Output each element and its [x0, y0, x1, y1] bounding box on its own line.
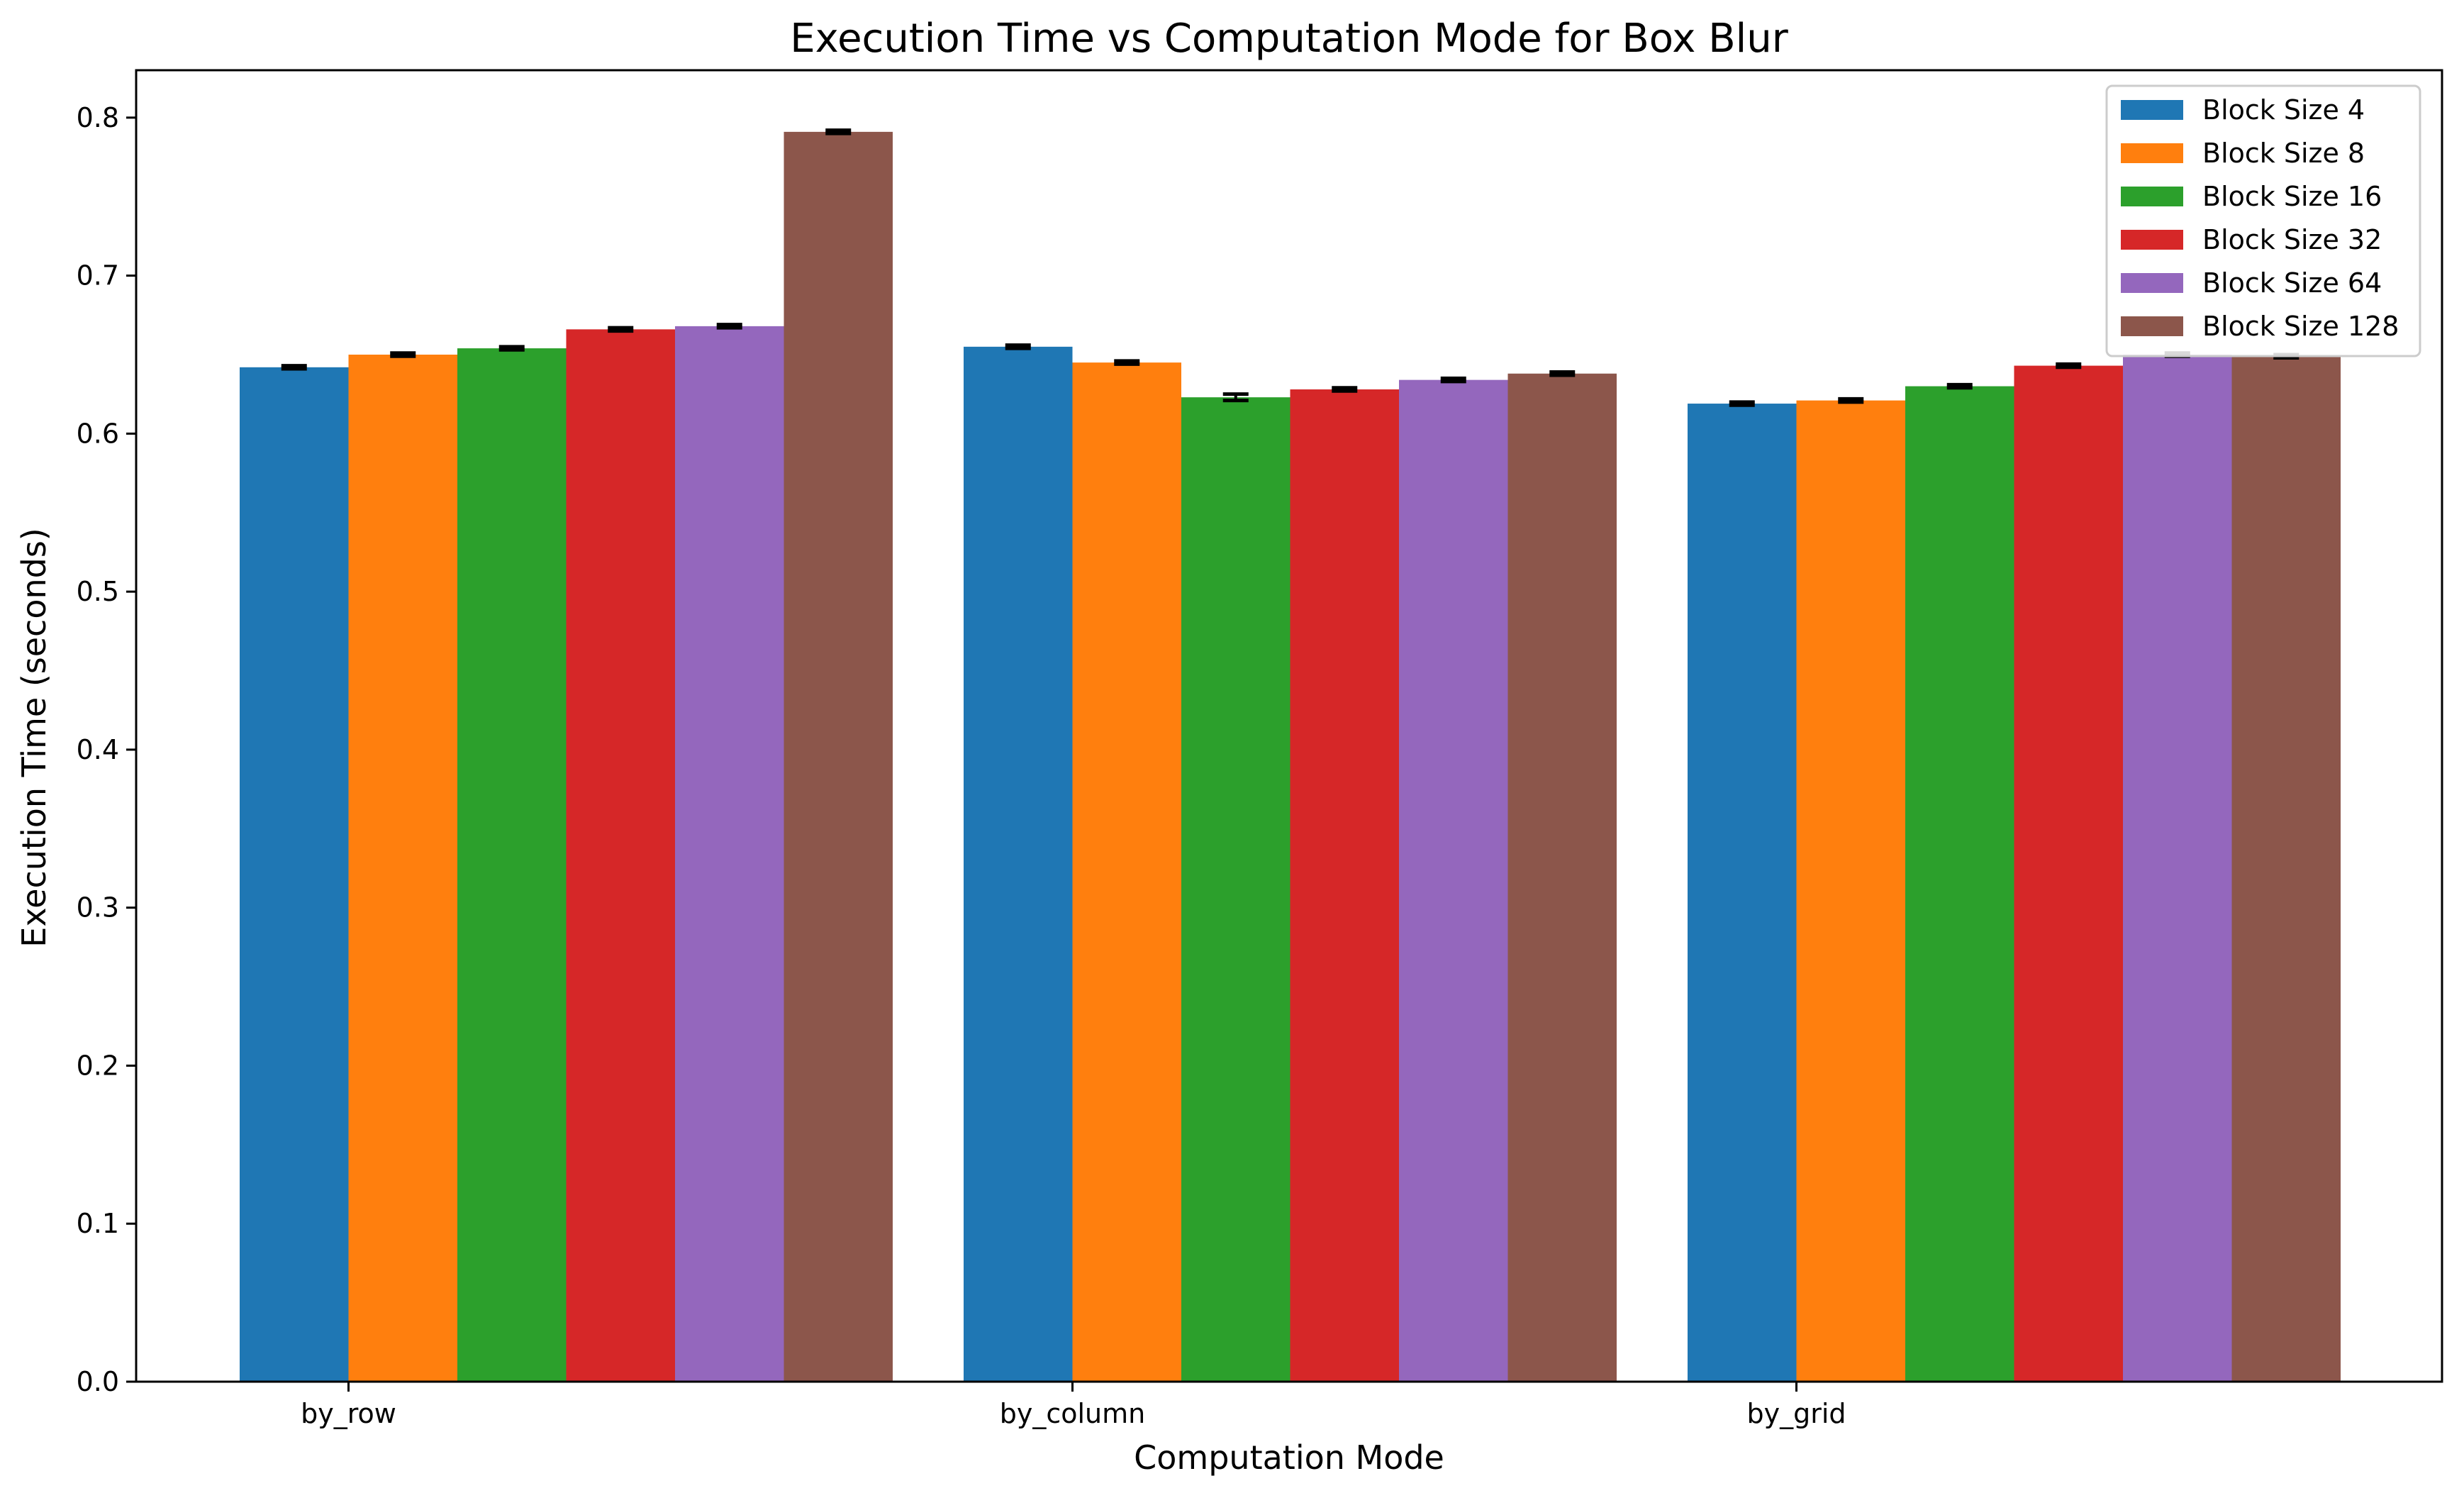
bars-layer: [240, 131, 2341, 1382]
legend-swatch-1: [2121, 143, 2183, 163]
y-tick-label: 0.3: [77, 892, 119, 923]
bar-by_grid-series-2: [1905, 386, 2014, 1382]
bar-by_column-series-0: [964, 346, 1073, 1382]
bar-by_grid-series-3: [2014, 365, 2123, 1382]
bar-by_row-series-0: [240, 367, 349, 1382]
error-bars-layer: [281, 128, 2299, 407]
y-axis-label: Execution Time (seconds): [15, 528, 53, 947]
y-tick-label: 0.8: [77, 102, 119, 133]
y-tick-label: 0.5: [77, 576, 119, 607]
legend-swatch-5: [2121, 316, 2183, 336]
bar-by_grid-series-4: [2123, 354, 2232, 1382]
x-tick-label-by_column: by_column: [1000, 1398, 1146, 1429]
bar-by_row-series-4: [675, 326, 784, 1382]
y-tick-label: 0.7: [77, 260, 119, 292]
bar-by_row-series-5: [784, 131, 893, 1382]
bar-by_grid-series-5: [2231, 356, 2341, 1382]
plot-frame: [135, 69, 2443, 1383]
bar-by_column-series-3: [1290, 389, 1399, 1382]
bar-by_grid-series-1: [1796, 400, 1905, 1382]
y-tick-label: 0.1: [77, 1208, 119, 1239]
legend-label-3: Block Size 32: [2202, 224, 2382, 255]
bar-by_column-series-5: [1507, 373, 1617, 1382]
legend-box: [2105, 84, 2421, 357]
x-tick-label-by_row: by_row: [301, 1398, 396, 1429]
legend-label-2: Block Size 16: [2202, 181, 2382, 212]
legend-swatch-2: [2121, 187, 2183, 206]
legend-swatch-0: [2121, 100, 2183, 120]
legend-label-5: Block Size 128: [2202, 311, 2399, 342]
y-tick-label: 0.2: [77, 1050, 119, 1081]
legend-label-1: Block Size 8: [2202, 138, 2365, 169]
bar-by_grid-series-0: [1688, 404, 1797, 1382]
x-axis-label: Computation Mode: [1134, 1438, 1444, 1477]
x-tick-label-by_grid: by_grid: [1746, 1398, 1846, 1429]
legend: Block Size 4 Block Size 8 Block Size 16 Blo…: [2105, 84, 2421, 357]
chart-title: Execution Time vs Computation Mode for B…: [790, 16, 1788, 62]
bar-by_row-series-3: [566, 329, 675, 1382]
legend-label-0: Block Size 4: [2202, 94, 2365, 126]
bar-by_row-series-2: [457, 348, 567, 1382]
bar-by_row-series-1: [348, 354, 457, 1382]
bar-by_column-series-4: [1399, 379, 1508, 1382]
bar-by_column-series-2: [1181, 397, 1290, 1382]
y-tick-label: 0.4: [77, 734, 119, 765]
legend-swatch-4: [2121, 273, 2183, 293]
y-tick-label: 0.6: [77, 418, 119, 449]
legend-swatch-3: [2121, 230, 2183, 250]
y-tick-label: 0.0: [77, 1366, 119, 1397]
bar-by_column-series-1: [1072, 362, 1181, 1382]
legend-label-4: Block Size 64: [2202, 267, 2382, 299]
axes-layer: 0.0 0.1 0.2 0.3 0.4 0.5 0.6 0.7 0.8 by_row by_colu…: [77, 69, 2443, 1429]
